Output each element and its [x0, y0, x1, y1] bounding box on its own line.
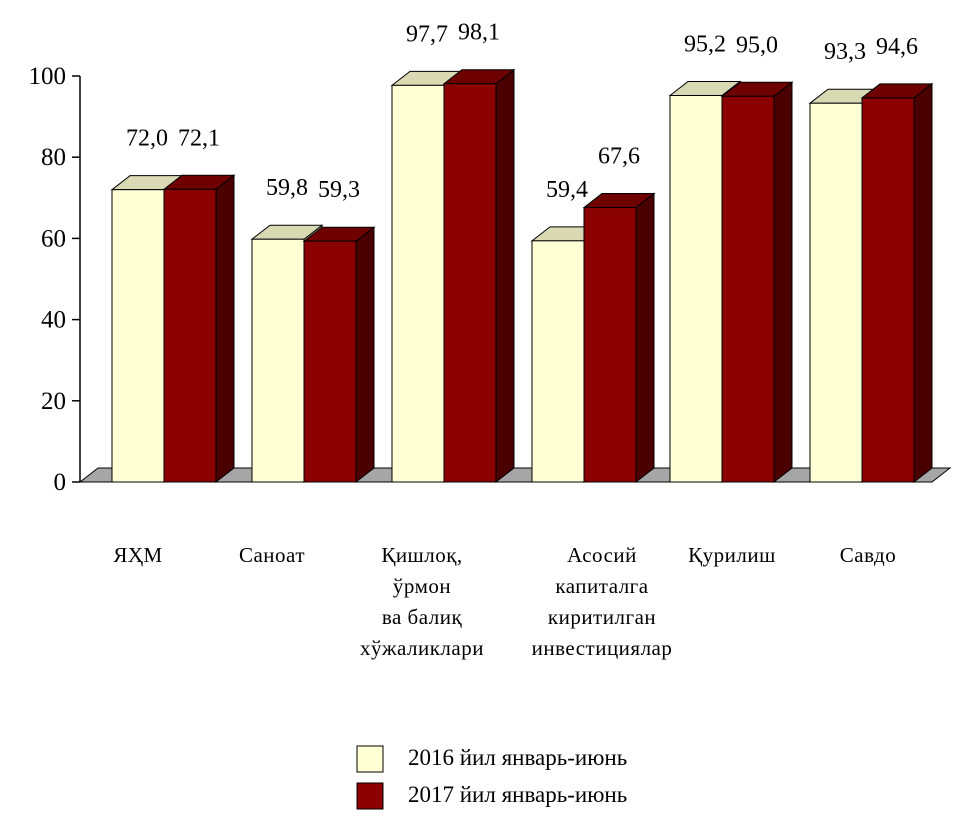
- bar-series-2017: [582, 192, 656, 484]
- y-tick-label: 80: [41, 144, 66, 171]
- category-labels: ЯҲМ Саноат Қишлоқ, ўрмон ва балиқ хўжаликлари…: [113, 543, 896, 660]
- bar-front-face: [163, 188, 217, 483]
- y-tick-label: 100: [29, 63, 67, 90]
- data-label: 59,3: [318, 177, 360, 203]
- bars: [110, 68, 934, 484]
- legend-swatch-2017: [356, 782, 384, 810]
- bar-series-2017: [860, 82, 934, 484]
- bar-front-face: [721, 95, 775, 483]
- y-tick-label: 20: [41, 388, 66, 415]
- bar-side-face: [773, 81, 793, 484]
- bar-front-face: [111, 189, 165, 483]
- legend: 2016 йил январь-июнь 2017 йил январь-июнь: [356, 745, 627, 810]
- x-category-label: ўрмон: [393, 574, 451, 598]
- data-label: 93,3: [824, 39, 866, 65]
- data-label: 94,6: [876, 34, 918, 60]
- bar-series-2017: [720, 81, 794, 484]
- data-label: 72,1: [178, 125, 220, 151]
- x-category-label: Саноат: [239, 543, 305, 567]
- legend-label-2017: 2017 йил январь-июнь: [408, 782, 627, 807]
- bar-side-face: [355, 226, 375, 484]
- data-label: 67,6: [598, 144, 640, 170]
- x-category-label: Савдо: [840, 543, 896, 567]
- data-label: 98,1: [458, 20, 500, 46]
- bar-front-face: [303, 240, 357, 483]
- x-category-label: Асосий: [567, 543, 637, 567]
- bar-side-face: [635, 192, 655, 484]
- x-category-label: хўжаликлари: [360, 636, 484, 660]
- x-category-label: Қишлоқ,: [381, 543, 462, 567]
- data-label: 97,7: [406, 21, 448, 47]
- data-label: 95,2: [684, 31, 726, 57]
- x-category-label: киритилган: [548, 605, 656, 629]
- legend-swatch-2016: [356, 745, 384, 773]
- bar-series-2017: [162, 174, 236, 484]
- bar-front-face: [809, 102, 863, 483]
- bar-side-face: [913, 82, 933, 484]
- value-labels: 72,0 59,8 97,7 59,4 95,2 93,3 72,1 59,3 98,1 67,6…: [126, 20, 918, 204]
- data-label: 59,8: [266, 175, 308, 201]
- y-tick-label: 40: [41, 307, 66, 334]
- bar-front-face: [251, 238, 305, 483]
- x-category-label: капиталга: [555, 574, 648, 598]
- bar-series-2017: [302, 226, 376, 484]
- x-category-label: ва балиқ: [382, 605, 463, 629]
- bar-front-face: [583, 207, 637, 483]
- bar-front-face: [861, 97, 915, 483]
- x-category-label: Қурилиш: [688, 543, 776, 567]
- bar-series-2017: [442, 68, 516, 484]
- x-category-label: ЯҲМ: [113, 543, 162, 567]
- bar-front-face: [669, 94, 723, 483]
- bar-side-face: [495, 68, 515, 484]
- y-tick-label: 0: [54, 469, 67, 496]
- legend-label-2016: 2016 йил январь-июнь: [408, 745, 627, 770]
- bar-front-face: [531, 240, 585, 483]
- data-label: 95,0: [736, 32, 778, 58]
- y-axis: 0 20 40 60 80 100: [29, 63, 81, 496]
- y-tick-label: 60: [41, 225, 66, 252]
- bar-side-face: [215, 174, 235, 484]
- x-category-label: инвестициялар: [532, 636, 673, 660]
- bar-front-face: [391, 84, 445, 483]
- data-label: 72,0: [126, 126, 168, 152]
- bar-front-face: [443, 83, 497, 483]
- data-label: 59,4: [546, 177, 588, 203]
